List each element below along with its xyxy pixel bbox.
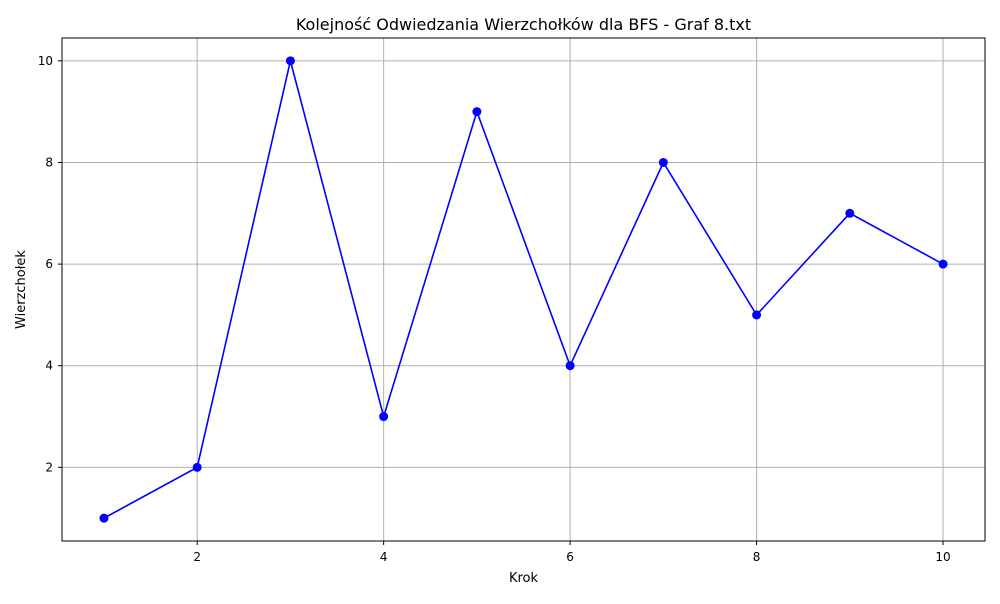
y-tick-label: 10 (38, 54, 53, 68)
data-point (658, 157, 668, 167)
series-layer (99, 56, 948, 523)
data-point (752, 310, 762, 320)
data-point (99, 513, 109, 523)
data-point (565, 361, 575, 371)
x-tick-label: 2 (193, 550, 201, 564)
series-line (103, 60, 944, 519)
y-tick-label: 8 (45, 155, 53, 169)
data-point (845, 208, 855, 218)
x-tick-label: 8 (753, 550, 761, 564)
data-point (472, 107, 482, 117)
chart-title: Kolejność Odwiedzania Wierzchołków dla B… (296, 15, 751, 34)
axis-ticks: 2 4 6 8 10 2 4 6 8 10 (38, 54, 951, 564)
x-axis-label: Krok (509, 571, 539, 586)
grid (62, 38, 985, 541)
y-tick-label: 2 (45, 460, 53, 474)
y-axis-label: Wierzchołek (14, 250, 29, 329)
data-point (379, 412, 389, 422)
y-tick-label: 4 (45, 359, 53, 373)
x-tick-label: 4 (380, 550, 388, 564)
x-tick-label: 6 (566, 550, 574, 564)
data-point (192, 462, 202, 472)
data-point (938, 259, 948, 269)
plot-frame (61, 37, 986, 542)
y-tick-label: 6 (45, 257, 53, 271)
data-point (285, 56, 295, 66)
x-tick-label: 10 (935, 550, 950, 564)
